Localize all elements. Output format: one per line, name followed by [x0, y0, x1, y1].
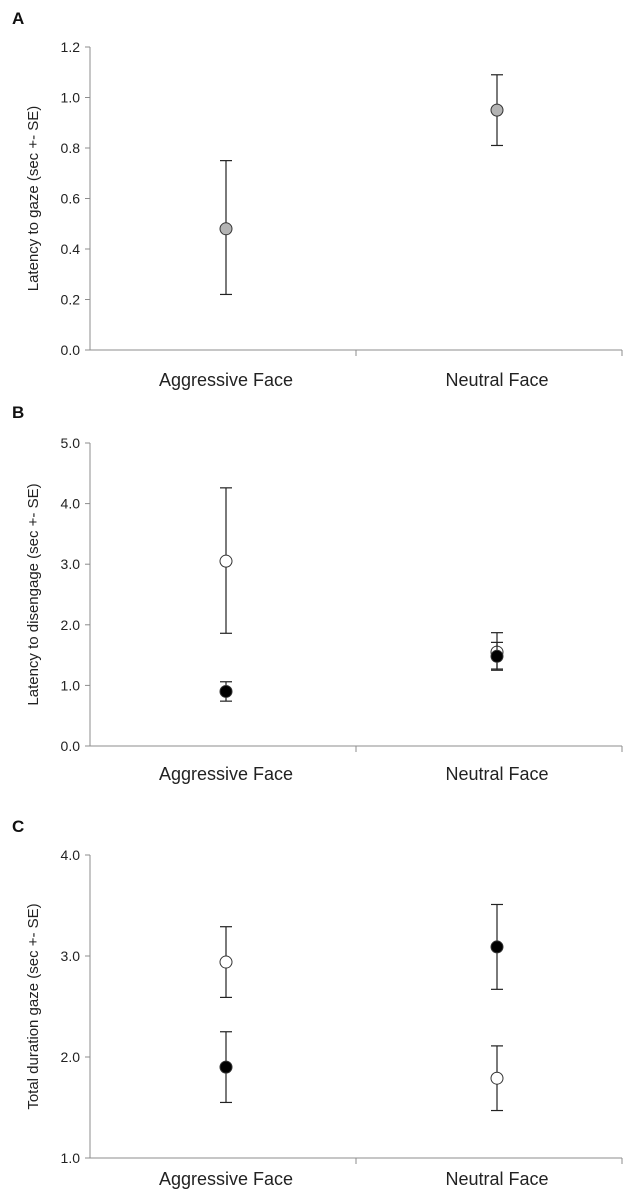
x-category-label: Aggressive Face: [159, 1169, 293, 1189]
y-tick-label: 4.0: [61, 847, 81, 863]
data-point-filled: [490, 940, 504, 954]
x-category-label: Aggressive Face: [159, 370, 293, 390]
y-tick-label: 3.0: [61, 948, 81, 964]
y-tick-label: 3.0: [61, 556, 81, 572]
panel-a: A 0.0 0.2 0.4 0.6 0.8 1.0 1.2 Latency to gaze (s…: [12, 9, 623, 390]
data-point-filled: [219, 1060, 233, 1074]
data-point-open: [219, 554, 233, 568]
data-point-open: [219, 955, 233, 969]
y-tick-label: 4.0: [61, 496, 81, 512]
panel-b: B 0.0 1.0 2.0 3.0 4.0 5.0 Latency to disengage …: [12, 403, 623, 784]
x-category-label: Neutral Face: [445, 370, 548, 390]
x-category-label: Aggressive Face: [159, 764, 293, 784]
y-tick-label: 5.0: [61, 435, 81, 451]
y-tick-label: 0.2: [61, 292, 81, 308]
y-axis-title: Latency to disengage (sec +- SE): [25, 483, 42, 705]
y-tick-label: 0.0: [61, 342, 81, 358]
y-tick-label: 0.4: [61, 241, 81, 257]
data-point-filled: [490, 649, 504, 663]
panel-c: C 1.0 2.0 3.0 4.0 Total duration gaze (sec +-…: [12, 817, 623, 1189]
data-point-gray: [219, 222, 233, 236]
y-tick-label: 0.0: [61, 738, 81, 754]
y-tick-label: 2.0: [61, 1049, 81, 1065]
y-axis-title: Total duration gaze (sec +- SE): [25, 903, 42, 1109]
y-tick-label: 2.0: [61, 617, 81, 633]
y-tick-label: 1.2: [61, 39, 81, 55]
x-category-label: Neutral Face: [445, 764, 548, 784]
panel-label: A: [12, 9, 24, 28]
y-tick-label: 0.8: [61, 140, 81, 156]
y-tick-label: 1.0: [61, 677, 81, 693]
panel-label: C: [12, 817, 24, 836]
y-tick-label: 1.0: [61, 1150, 81, 1166]
panel-label: B: [12, 403, 24, 422]
data-point-open: [490, 1071, 504, 1085]
data-point-filled: [219, 684, 233, 698]
y-tick-label: 1.0: [61, 90, 81, 106]
y-axis-title: Latency to gaze (sec +- SE): [25, 106, 42, 292]
data-point-gray: [490, 103, 504, 117]
x-category-label: Neutral Face: [445, 1169, 548, 1189]
y-tick-label: 0.6: [61, 191, 81, 207]
